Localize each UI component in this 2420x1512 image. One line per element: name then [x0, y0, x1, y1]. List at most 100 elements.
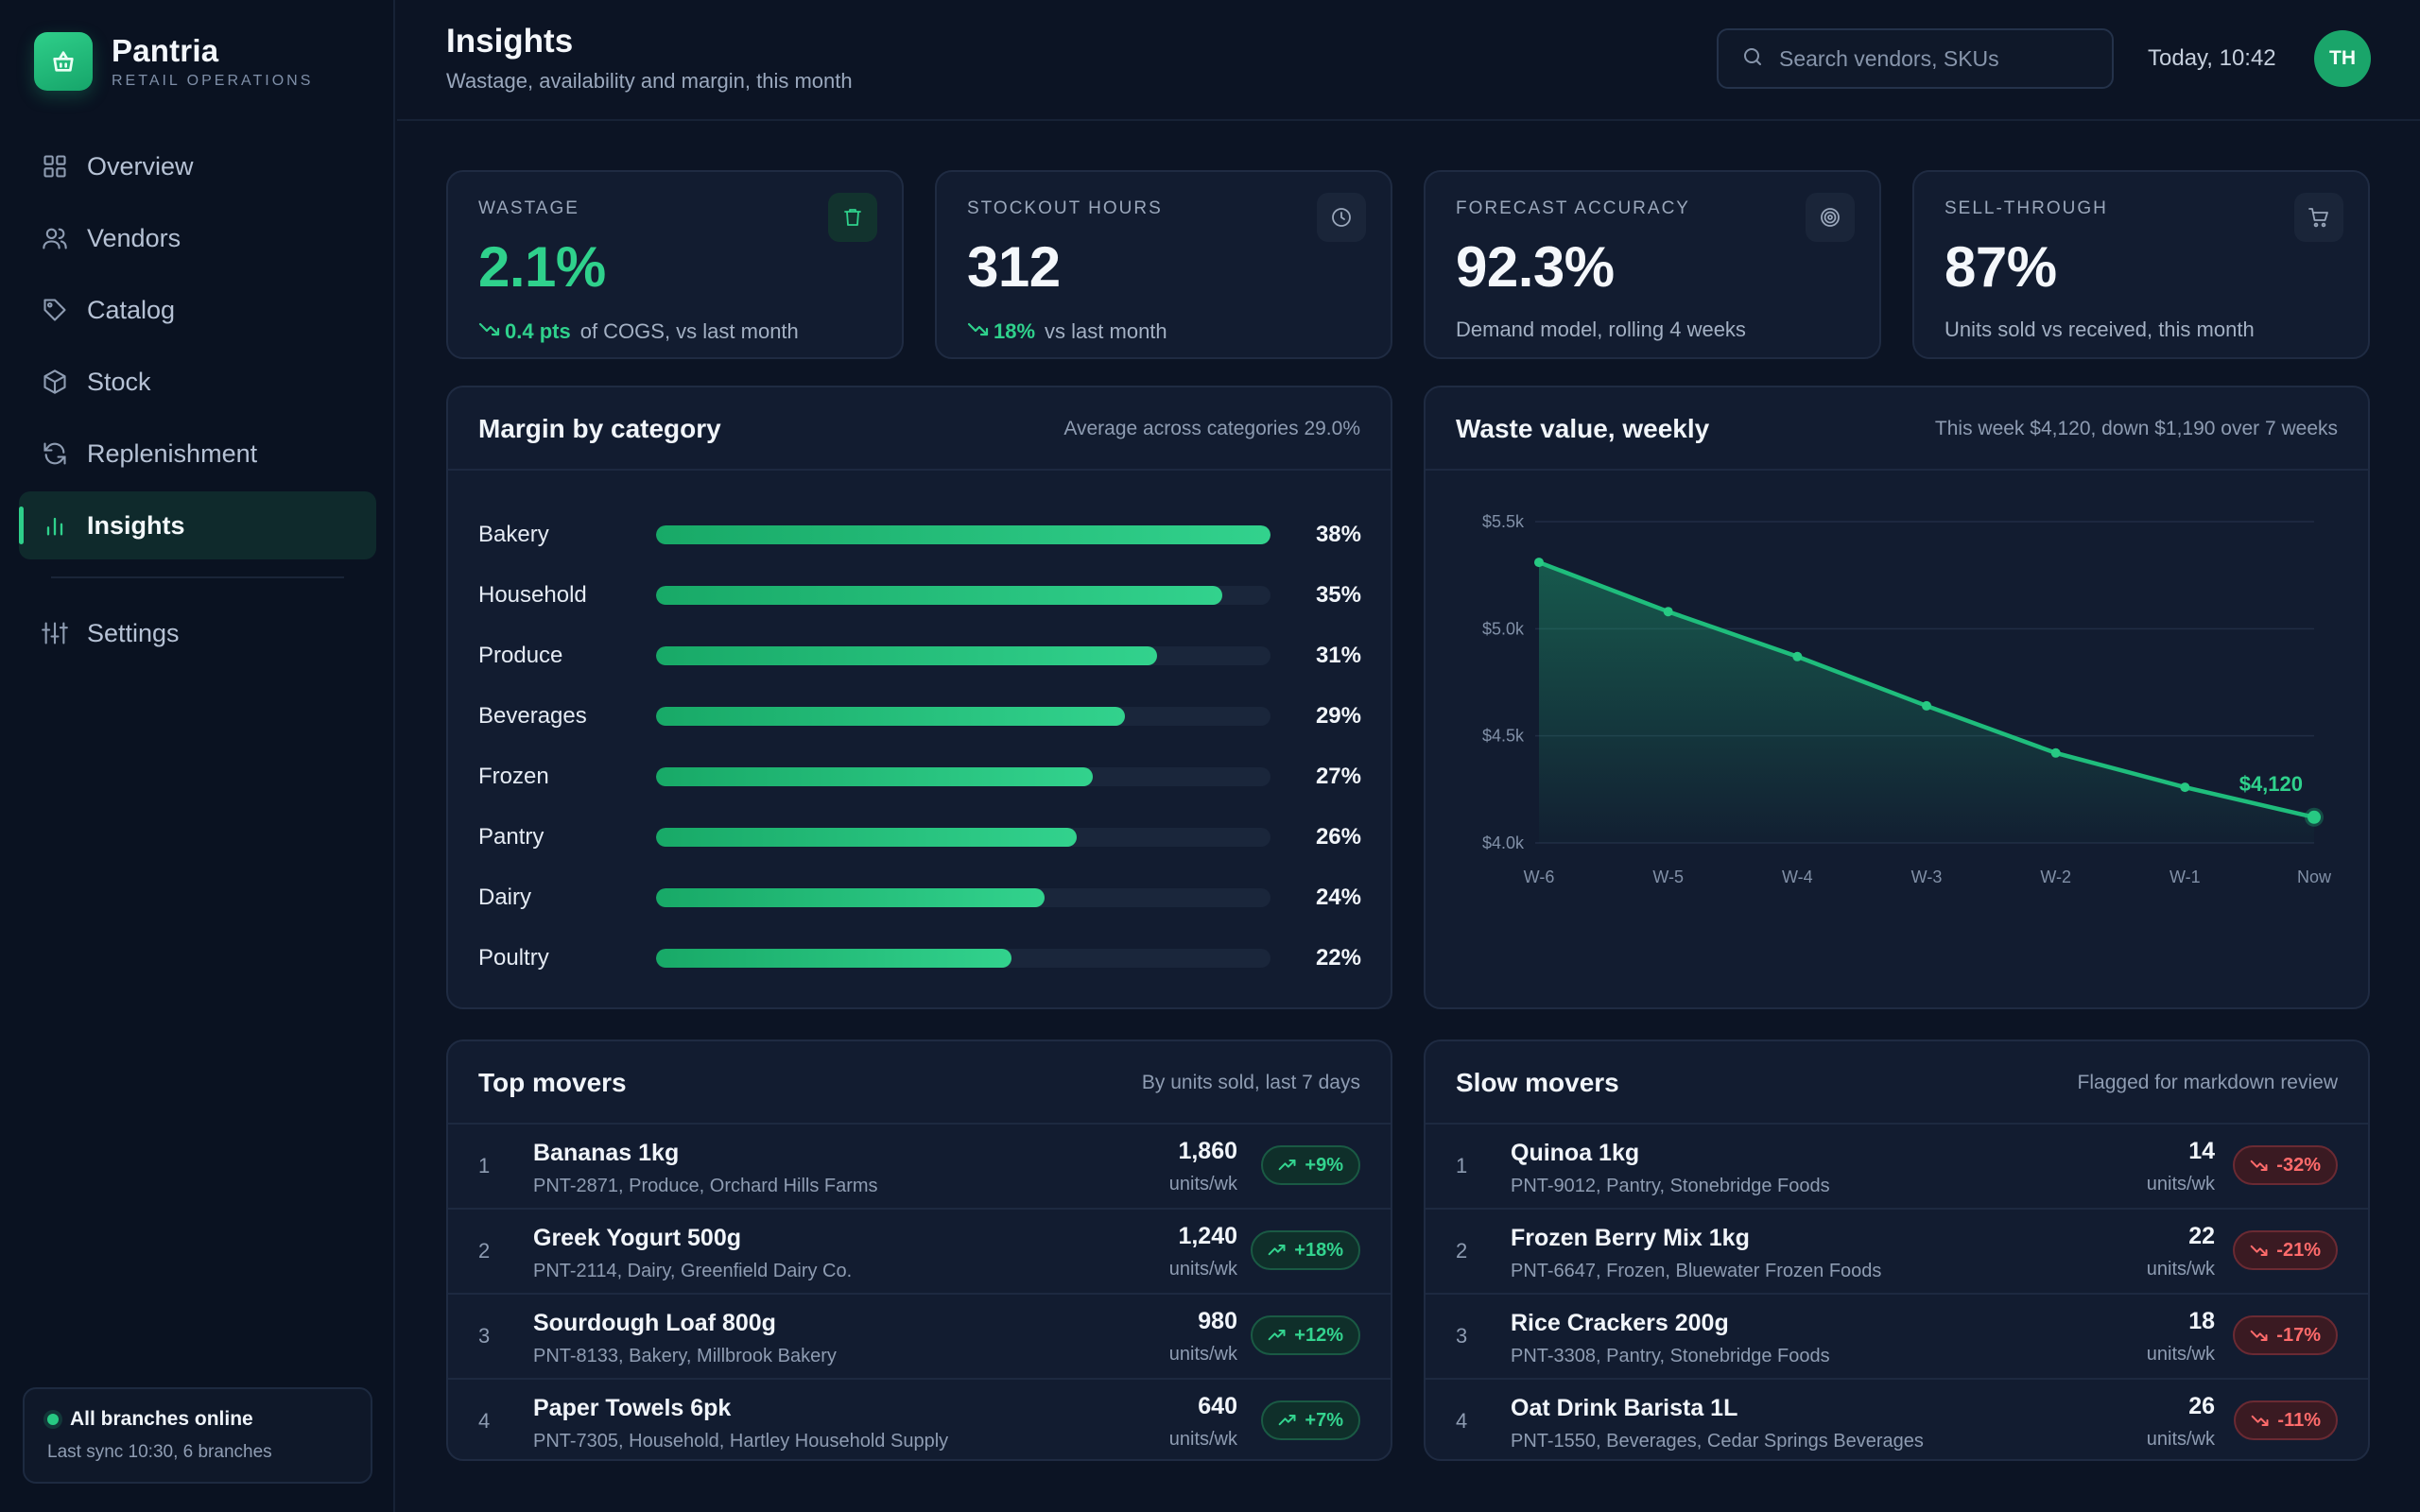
list-item[interactable]: 4 Oat Drink Barista 1L PNT-1550, Beverages… — [1426, 1378, 2368, 1463]
category-label: Bakery — [478, 522, 549, 547]
units-label: units/wk — [2146, 1344, 2215, 1365]
category-label: Pantry — [478, 824, 544, 850]
y-tick-label: $4.5k — [1482, 727, 1525, 746]
product-name: Oat Drink Barista 1L — [1511, 1395, 1738, 1421]
trend-down-icon — [2250, 1241, 2276, 1260]
page-subtitle: Wastage, availability and margin, this m… — [446, 69, 853, 93]
y-tick-label: $5.5k — [1482, 512, 1525, 531]
data-point — [2050, 747, 2061, 758]
category-label: Beverages — [478, 703, 587, 729]
sidebar: Pantria RETAIL OPERATIONS Overview Vendo… — [0, 0, 395, 1512]
data-point — [1534, 558, 1544, 568]
search-box[interactable] — [1717, 28, 2114, 89]
category-label: Dairy — [478, 885, 532, 910]
nav-label: Insights — [87, 510, 185, 540]
nav-item-settings[interactable]: Settings — [19, 599, 376, 667]
trend-delta: +18% — [1294, 1239, 1343, 1261]
product-meta: PNT-2114, Dairy, Greenfield Dairy Co. — [533, 1261, 853, 1281]
nav-item-stock[interactable]: Stock — [19, 348, 376, 416]
nav-label: Catalog — [87, 295, 176, 324]
kpi-value: 312 — [967, 235, 1061, 299]
clock-icon — [1317, 193, 1366, 242]
page-header: Insights Wastage, availability and margi… — [397, 0, 2420, 121]
list-item[interactable]: 1 Bananas 1kg PNT-2871, Produce, Orchard H… — [448, 1123, 1391, 1208]
data-point — [1663, 607, 1673, 617]
units-label: units/wk — [1168, 1344, 1237, 1365]
product-name: Sourdough Loaf 800g — [533, 1310, 776, 1336]
product-name: Greek Yogurt 500g — [533, 1225, 741, 1251]
margin-row: Frozen 27% — [478, 758, 1361, 796]
bar-track — [656, 525, 1270, 544]
target-icon — [1806, 193, 1855, 242]
units-value: 980 — [1198, 1308, 1237, 1334]
kpi-note: Units sold vs received, this month — [1945, 318, 2255, 341]
trend-up-icon — [1278, 1411, 1305, 1430]
panel-meta: Average across categories 29.0% — [1063, 418, 1360, 439]
brand[interactable]: Pantria RETAIL OPERATIONS — [34, 32, 313, 91]
nav-item-catalog[interactable]: Catalog — [19, 276, 376, 344]
bar-track — [656, 828, 1270, 847]
list-item[interactable]: 1 Quinoa 1kg PNT-9012, Pantry, Stonebridge… — [1426, 1123, 2368, 1208]
trend-badge: +12% — [1251, 1315, 1360, 1355]
margin-value: 22% — [1315, 945, 1361, 971]
list-item[interactable]: 3 Rice Crackers 200g PNT-3308, Pantry, Sto… — [1426, 1293, 2368, 1378]
kpi-label: WASTAGE — [478, 198, 579, 218]
list-item[interactable]: 2 Frozen Berry Mix 1kg PNT-6647, Frozen, B… — [1426, 1208, 2368, 1293]
waste-value-panel: Waste value, weekly This week $4,120, do… — [1424, 386, 2370, 1009]
nav-item-overview[interactable]: Overview — [19, 132, 376, 200]
user-avatar[interactable]: TH — [2314, 30, 2371, 87]
cart-icon — [2294, 193, 2343, 242]
kpi-delta: 18% — [994, 319, 1036, 343]
trend-delta: -32% — [2276, 1154, 2321, 1176]
data-point — [2308, 810, 2321, 824]
kpi-note: of COGS, vs last month — [579, 319, 799, 343]
trend-badge: +7% — [1261, 1400, 1360, 1440]
margin-row: Dairy 24% — [478, 879, 1361, 917]
tag-icon — [40, 295, 70, 325]
margin-by-category-panel: Margin by category Average across catego… — [446, 386, 1392, 1009]
margin-value: 38% — [1315, 522, 1361, 547]
panel-title: Slow movers — [1456, 1068, 1619, 1097]
nav-item-vendors[interactable]: Vendors — [19, 204, 376, 272]
y-tick-label: $4.0k — [1482, 833, 1525, 852]
nav-item-replenishment[interactable]: Replenishment — [19, 420, 376, 488]
margin-row: Bakery 38% — [478, 516, 1361, 554]
product-name: Rice Crackers 200g — [1511, 1310, 1729, 1336]
brand-tagline: RETAIL OPERATIONS — [112, 73, 314, 89]
list-item[interactable]: 3 Sourdough Loaf 800g PNT-8133, Bakery, Mi… — [448, 1293, 1391, 1378]
online-dot-icon — [47, 1414, 59, 1425]
nav-label: Vendors — [87, 223, 182, 252]
x-tick-label: W-6 — [1524, 868, 1555, 886]
units-label: units/wk — [1168, 1174, 1237, 1194]
nav-item-insights[interactable]: Insights — [19, 491, 376, 559]
panel-meta: This week $4,120, down $1,190 over 7 wee… — [1934, 418, 2338, 439]
bar-fill — [656, 767, 1093, 786]
list-item[interactable]: 2 Greek Yogurt 500g PNT-2114, Dairy, Green… — [448, 1208, 1391, 1293]
kpi-label: SELL-THROUGH — [1945, 198, 2108, 218]
panel-divider — [1426, 469, 2368, 471]
search-input[interactable] — [1779, 45, 2100, 72]
units-label: units/wk — [2146, 1259, 2215, 1280]
bar-fill — [656, 707, 1126, 726]
rank-number: 2 — [478, 1239, 491, 1263]
margin-value: 31% — [1315, 643, 1361, 668]
units-value: 14 — [2188, 1138, 2215, 1164]
bar-fill — [656, 828, 1077, 847]
list-item[interactable]: 4 Paper Towels 6pk PNT-7305, Household, Ha… — [448, 1378, 1391, 1463]
trend-delta: -11% — [2277, 1409, 2321, 1431]
bar-fill — [656, 888, 1045, 907]
rank-number: 2 — [1456, 1239, 1468, 1263]
last-value-label: $4,120 — [2239, 772, 2303, 796]
trend-delta: +12% — [1294, 1324, 1343, 1346]
bar-fill — [656, 646, 1158, 665]
kpi-card-wastage: WASTAGE 2.1% 0.4 pts of COGS, vs last mo… — [446, 170, 904, 359]
category-label: Frozen — [478, 764, 549, 789]
trend-down-icon — [2250, 1326, 2276, 1345]
product-meta: PNT-6647, Frozen, Bluewater Frozen Foods — [1511, 1261, 1882, 1281]
trend-badge: -11% — [2234, 1400, 2338, 1440]
margin-row: Household 35% — [478, 576, 1361, 614]
sync-status-detail: Last sync 10:30, 6 branches — [47, 1442, 272, 1462]
current-time: Today, 10:42 — [2148, 45, 2276, 71]
main-nav: Overview Vendors Catalog Stock Replenish… — [19, 132, 376, 671]
data-point — [2180, 782, 2190, 793]
